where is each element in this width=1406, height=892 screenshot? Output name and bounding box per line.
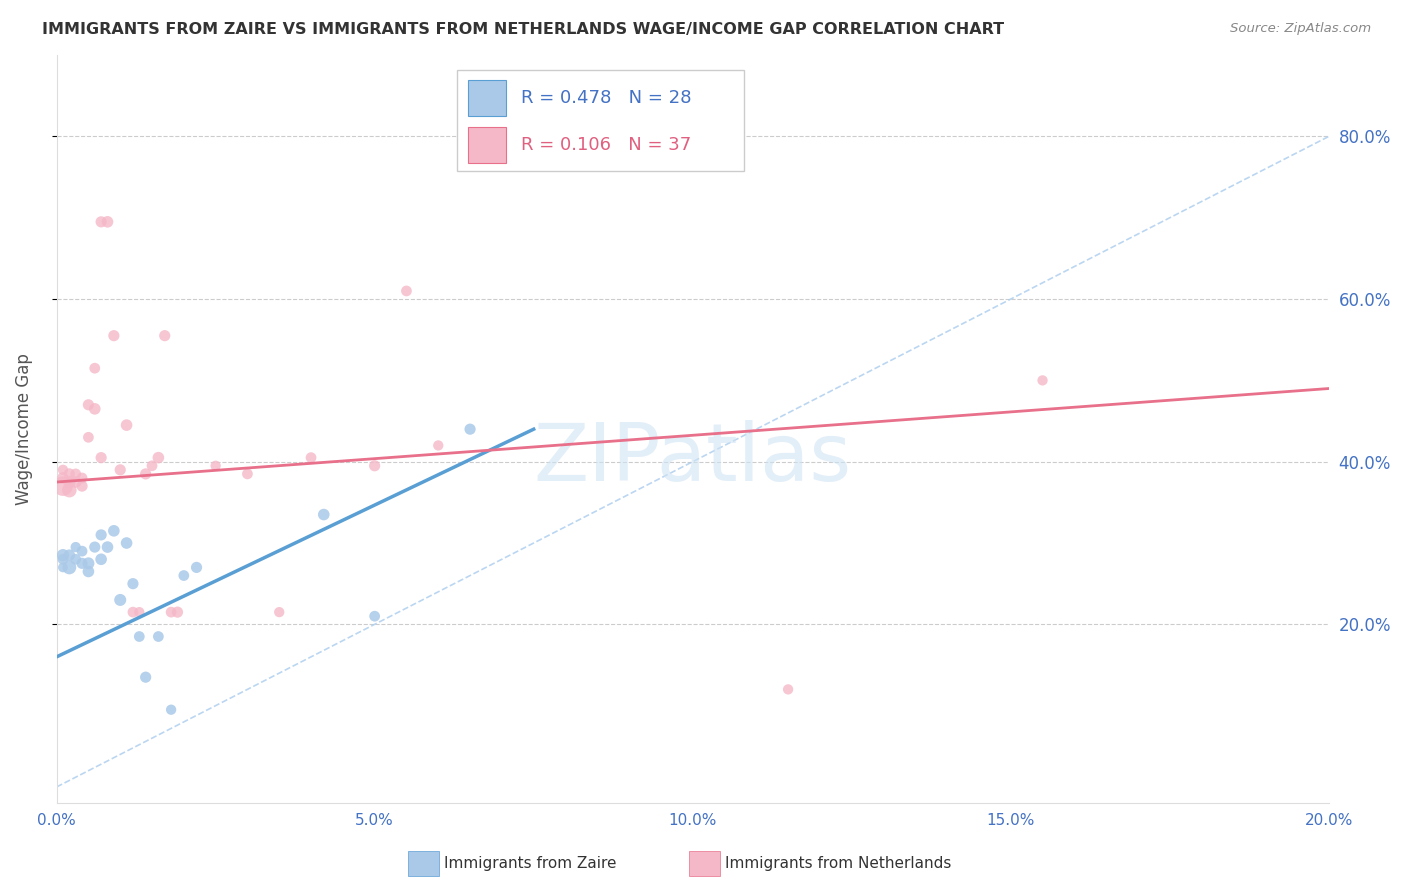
Point — [148, 630, 170, 644]
Point — [52, 548, 75, 562]
Point — [77, 557, 100, 571]
Point — [363, 458, 385, 473]
Point — [160, 605, 183, 619]
Point — [52, 463, 75, 477]
Point — [77, 565, 100, 579]
Point — [458, 422, 481, 436]
Point — [1031, 373, 1053, 387]
Point — [110, 593, 132, 607]
Point — [778, 682, 800, 697]
Point — [70, 471, 93, 485]
Point — [77, 398, 100, 412]
Y-axis label: Wage/Income Gap: Wage/Income Gap — [15, 353, 32, 505]
Point — [52, 471, 75, 485]
Point — [153, 328, 176, 343]
FancyBboxPatch shape — [468, 79, 506, 116]
Point — [269, 605, 291, 619]
Text: R = 0.478   N = 28: R = 0.478 N = 28 — [522, 88, 692, 106]
Point — [58, 548, 80, 562]
Point — [96, 540, 118, 554]
Point — [83, 361, 105, 376]
Point — [299, 450, 322, 465]
Point — [90, 528, 112, 542]
Point — [103, 524, 125, 538]
Point — [70, 557, 93, 571]
FancyBboxPatch shape — [408, 851, 439, 876]
Point — [96, 215, 118, 229]
Point — [77, 430, 100, 444]
Text: R = 0.106   N = 37: R = 0.106 N = 37 — [522, 136, 692, 154]
Point — [427, 438, 450, 452]
Point — [65, 540, 87, 554]
Point — [128, 605, 150, 619]
Point — [52, 552, 75, 566]
Point — [70, 479, 93, 493]
Point — [148, 450, 170, 465]
FancyBboxPatch shape — [468, 127, 506, 163]
Point — [363, 609, 385, 624]
Point — [65, 467, 87, 481]
Point — [122, 605, 145, 619]
Point — [90, 552, 112, 566]
Point — [65, 475, 87, 489]
Text: ZIPatlas: ZIPatlas — [534, 420, 852, 498]
Point — [395, 284, 418, 298]
Point — [166, 605, 188, 619]
Point — [173, 568, 195, 582]
Point — [58, 467, 80, 481]
Point — [52, 479, 75, 493]
Point — [58, 560, 80, 574]
Point — [70, 544, 93, 558]
Point — [186, 560, 208, 574]
Text: IMMIGRANTS FROM ZAIRE VS IMMIGRANTS FROM NETHERLANDS WAGE/INCOME GAP CORRELATION: IMMIGRANTS FROM ZAIRE VS IMMIGRANTS FROM… — [42, 22, 1004, 37]
Point — [236, 467, 259, 481]
Point — [65, 552, 87, 566]
Point — [160, 703, 183, 717]
Text: Source: ZipAtlas.com: Source: ZipAtlas.com — [1230, 22, 1371, 36]
Point — [141, 458, 163, 473]
Point — [58, 483, 80, 498]
Point — [312, 508, 335, 522]
Point — [90, 450, 112, 465]
Point — [204, 458, 226, 473]
Point — [128, 630, 150, 644]
FancyBboxPatch shape — [457, 70, 744, 171]
Point — [90, 215, 112, 229]
Point — [58, 475, 80, 489]
Point — [115, 536, 138, 550]
Point — [115, 418, 138, 433]
Point — [52, 560, 75, 574]
Point — [83, 540, 105, 554]
Point — [103, 328, 125, 343]
Text: Immigrants from Netherlands: Immigrants from Netherlands — [725, 856, 952, 871]
Point — [83, 401, 105, 416]
Point — [110, 463, 132, 477]
Point — [135, 670, 157, 684]
FancyBboxPatch shape — [689, 851, 720, 876]
Text: Immigrants from Zaire: Immigrants from Zaire — [444, 856, 617, 871]
Point — [122, 576, 145, 591]
Point — [135, 467, 157, 481]
